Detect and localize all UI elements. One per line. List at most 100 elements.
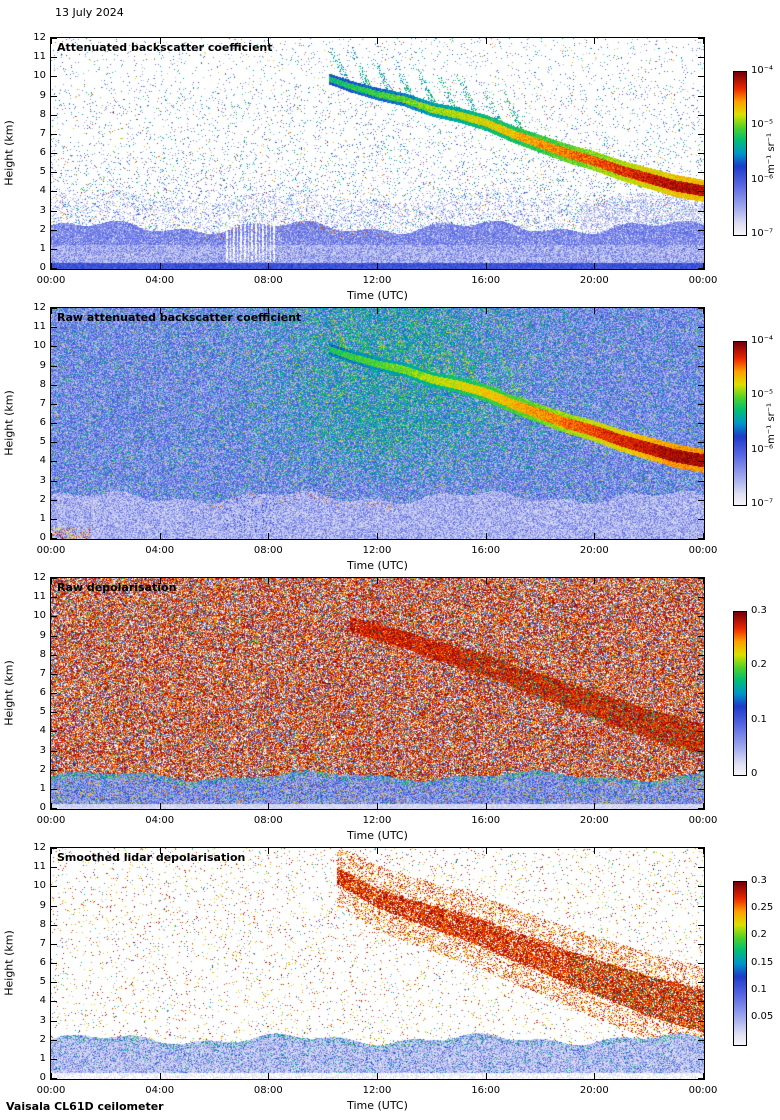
y-tick-label: 2: [39, 763, 46, 775]
y-tick-label: 0: [39, 1072, 46, 1083]
date-label: 13 July 2024: [55, 6, 124, 19]
tick-mark: [377, 1073, 378, 1079]
colorbar-tick-label: 0.3: [751, 605, 767, 616]
tick-mark: [698, 461, 704, 462]
tick-mark: [51, 597, 57, 598]
y-tick-label: 6: [39, 147, 46, 158]
y-tick-label: 2: [39, 1033, 46, 1045]
tick-mark: [486, 848, 487, 854]
colorbar-tick-label: 0.3: [751, 875, 767, 886]
tick-mark: [51, 191, 57, 192]
tick-mark: [51, 867, 57, 868]
x-tick-label: 12:00: [362, 815, 392, 826]
y-tick-label: 5: [39, 166, 46, 178]
tick-mark: [594, 848, 595, 854]
tick-mark: [51, 153, 57, 154]
plot-title: Raw attenuated backscatter coefficient: [57, 311, 302, 324]
tick-mark: [51, 38, 52, 44]
tick-mark: [51, 944, 57, 945]
y-tick-label: 11: [33, 591, 46, 603]
colorbar-tick-label: 10⁻⁷: [751, 228, 774, 239]
panel-smoothed-lidar-depolarisation: Height (km) Smoothed lidar depolarisatio…: [0, 842, 780, 1117]
tick-mark: [698, 211, 704, 212]
tick-mark: [698, 385, 704, 386]
tick-mark: [268, 38, 269, 44]
tick-mark: [594, 308, 595, 314]
y-tick-label: 10: [33, 610, 46, 622]
y-tick-label: 1: [39, 1052, 46, 1064]
tick-mark: [698, 1040, 704, 1041]
tick-mark: [698, 96, 704, 97]
tick-mark: [160, 38, 161, 44]
y-tick-label: 0: [39, 262, 46, 273]
y-tick-label: 0: [39, 802, 46, 813]
tick-mark: [486, 263, 487, 269]
y-axis-label: Height (km): [0, 847, 16, 1080]
tick-mark: [51, 533, 52, 539]
x-tick-label: 08:00: [253, 545, 283, 556]
tick-mark: [160, 1073, 161, 1079]
y-axis-label: Height (km): [0, 37, 16, 270]
tick-mark: [698, 712, 704, 713]
y-tick-label: 7: [39, 937, 46, 949]
y-tick-label: 8: [39, 648, 46, 660]
colorbar: [733, 71, 747, 236]
tick-mark: [51, 803, 52, 809]
colorbar-unit-text: m⁻¹ sr⁻¹: [765, 403, 777, 444]
colorbar-tick-label: 10⁻⁵: [751, 389, 774, 401]
tick-mark: [51, 308, 52, 314]
y-tick-label: 7: [39, 397, 46, 409]
colorbar-gradient: [734, 72, 746, 235]
x-axis-label: Time (UTC): [347, 1099, 408, 1112]
tick-mark: [160, 263, 161, 269]
tick-mark: [51, 886, 57, 887]
tick-mark: [51, 308, 57, 309]
tick-mark: [698, 268, 704, 269]
tick-mark: [594, 38, 595, 44]
tick-mark: [51, 751, 57, 752]
tick-mark: [594, 803, 595, 809]
colorbar-gradient: [734, 612, 746, 775]
y-tick-label: 6: [39, 957, 46, 968]
tick-mark: [698, 597, 704, 598]
y-tick-label: 12: [33, 572, 46, 583]
x-tick-label: 08:00: [253, 815, 283, 826]
tick-mark: [51, 268, 57, 269]
tick-mark: [51, 519, 57, 520]
x-tick-label: 04:00: [145, 545, 175, 556]
colorbar-tick-label: 10⁻⁴: [751, 65, 774, 76]
instrument-label: Vaisala CL61D ceilometer: [6, 1100, 164, 1113]
y-tick-label: 9: [39, 89, 46, 101]
y-axis-label-text: Height (km): [2, 930, 16, 996]
tick-mark: [377, 848, 378, 854]
tick-mark: [698, 770, 704, 771]
tick-mark: [268, 848, 269, 854]
tick-mark: [51, 461, 57, 462]
tick-mark: [698, 655, 704, 656]
tick-mark: [268, 803, 269, 809]
tick-mark: [698, 115, 704, 116]
tick-mark: [698, 808, 704, 809]
tick-mark: [698, 191, 704, 192]
tick-mark: [486, 578, 487, 584]
y-tick-label: 0: [39, 532, 46, 543]
plot-title: Smoothed lidar depolarisation: [57, 851, 246, 864]
y-tick-label: 6: [39, 687, 46, 698]
x-tick-label: 20:00: [579, 275, 609, 286]
y-tick-label: 3: [39, 1014, 46, 1026]
plot-title: Attenuated backscatter coefficient: [57, 41, 273, 54]
tick-mark: [698, 500, 704, 501]
y-axis-label: Height (km): [0, 577, 16, 810]
tick-mark: [698, 519, 704, 520]
tick-mark: [268, 263, 269, 269]
tick-mark: [698, 674, 704, 675]
tick-mark: [268, 533, 269, 539]
x-tick-label: 00:00: [688, 545, 718, 556]
x-tick-label: 00:00: [36, 545, 66, 556]
tick-mark: [51, 134, 57, 135]
tick-mark: [51, 848, 57, 849]
tick-mark: [377, 308, 378, 314]
colorbar-tick-label: 10⁻⁵: [751, 119, 774, 131]
tick-mark: [698, 366, 704, 367]
tick-mark: [160, 308, 161, 314]
